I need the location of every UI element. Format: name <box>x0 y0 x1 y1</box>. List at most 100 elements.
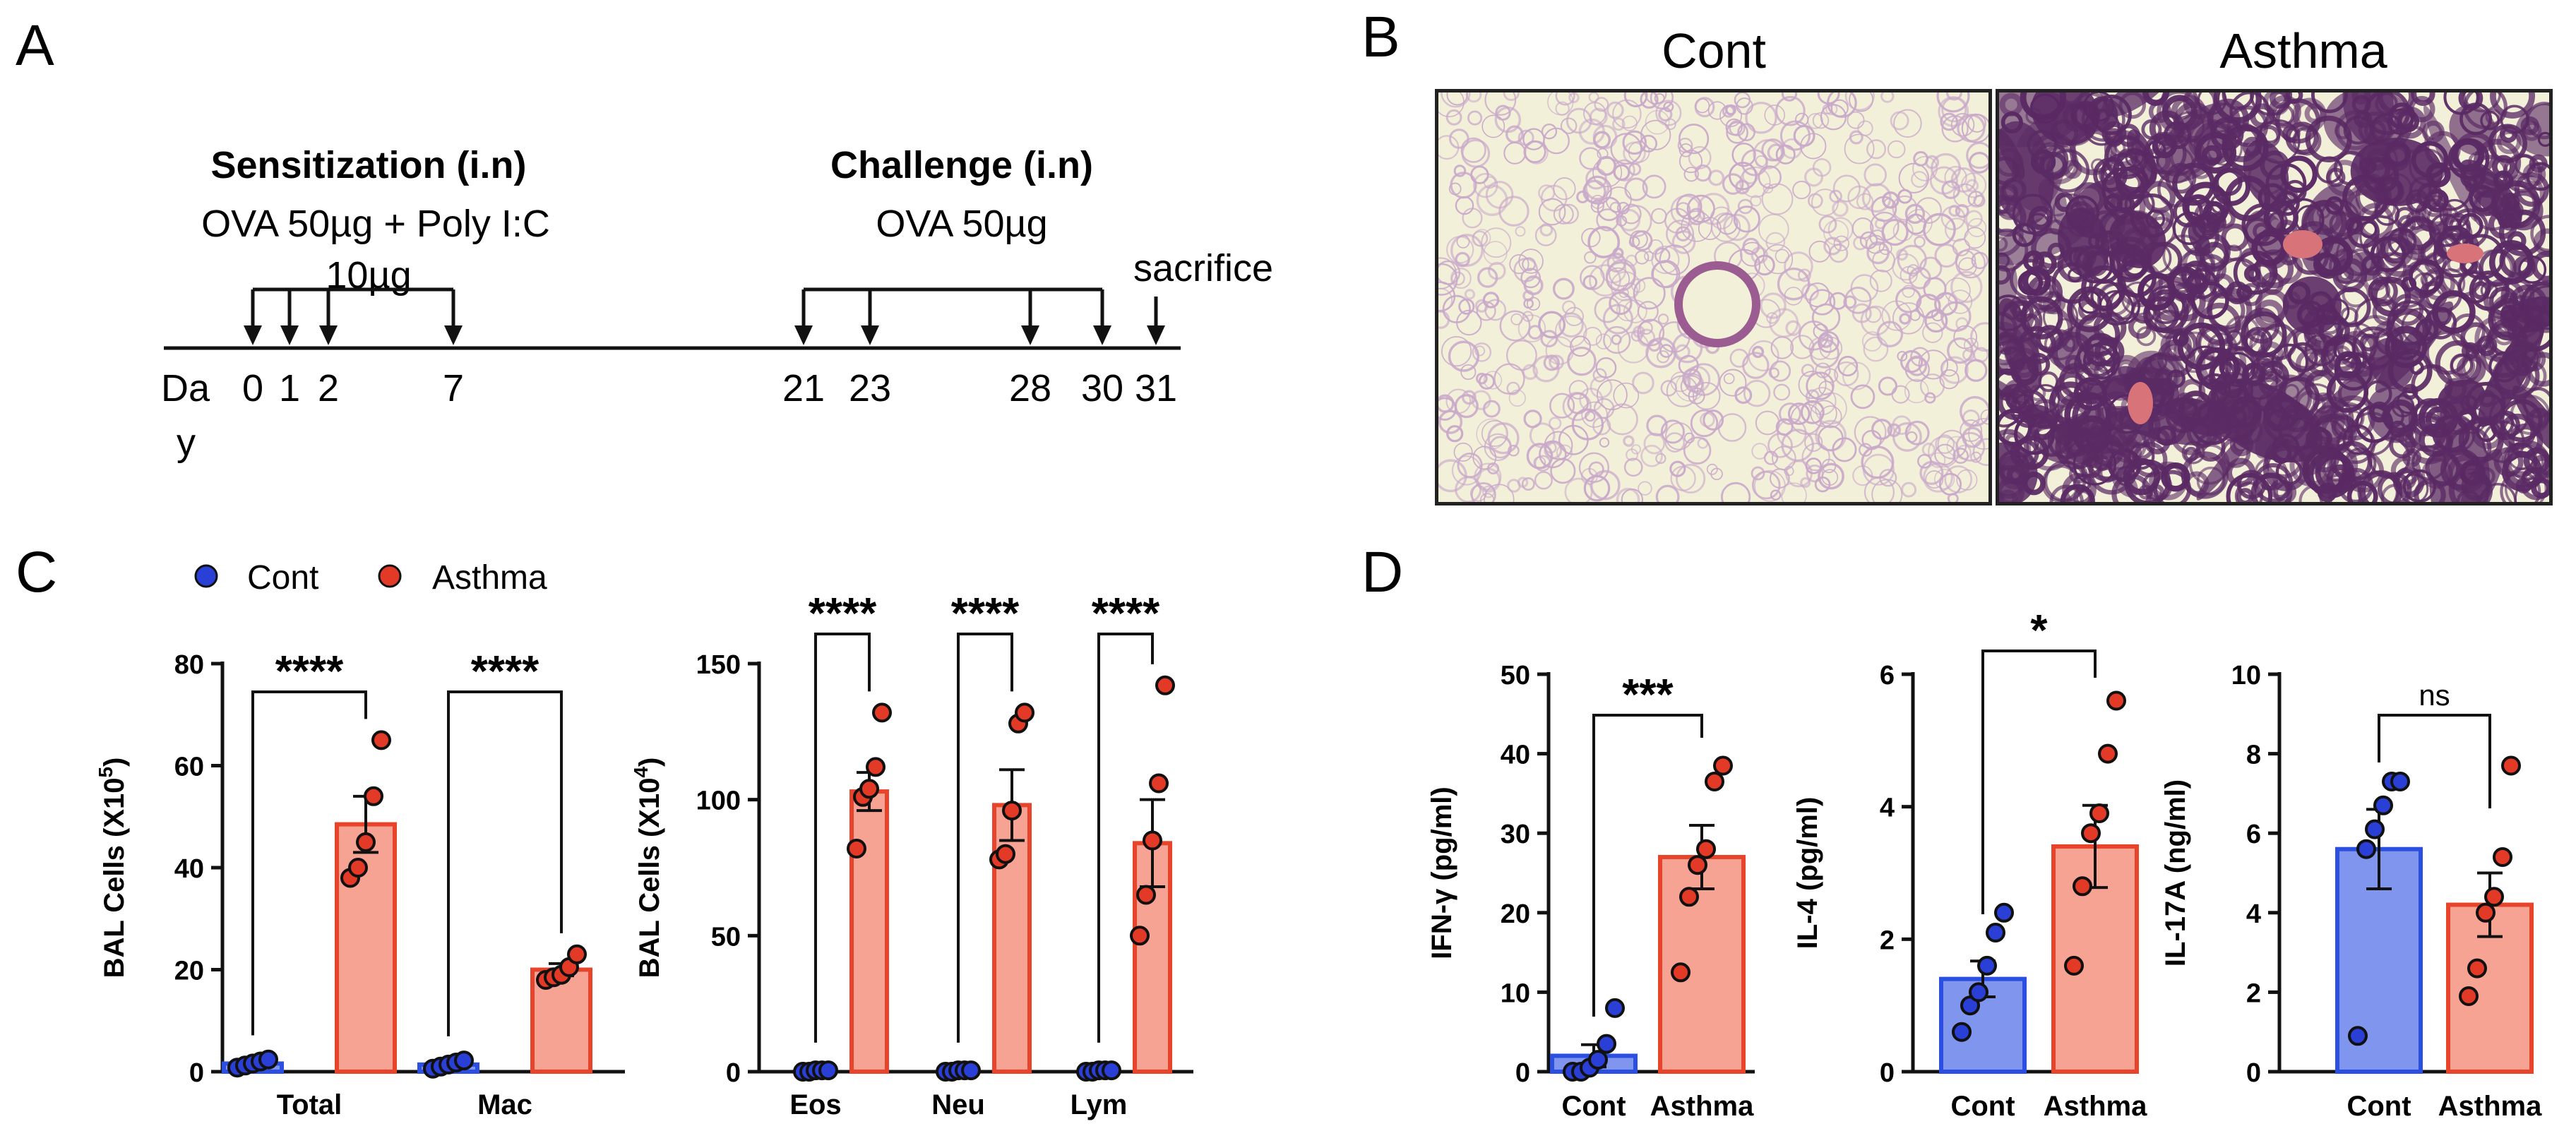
y-tick-label: 50 <box>1501 661 1530 690</box>
tissue-septa <box>1650 92 1674 109</box>
tissue-septa <box>1578 452 1609 483</box>
tissue-septa <box>1940 356 1969 384</box>
significance-label: **** <box>1092 590 1160 638</box>
tissue-septa <box>1654 247 1671 264</box>
tissue-septa <box>1953 325 1978 349</box>
tissue-septa <box>1498 196 1530 227</box>
y-axis-label: IL-4 (pg/ml) <box>1792 797 1823 950</box>
airway <box>1674 261 1760 347</box>
tissue-septa <box>1952 238 1971 256</box>
tissue-septa <box>1825 103 1838 116</box>
tissue-septa <box>1922 322 1943 343</box>
dot-asthma <box>1696 839 1716 859</box>
inflamed-tissue <box>2438 379 2486 416</box>
tissue-septa <box>2038 291 2062 314</box>
tissue-septa <box>1706 463 1718 475</box>
day-tick-28: 28 <box>1009 367 1051 409</box>
tissue-septa <box>1539 440 1567 469</box>
tissue-septa <box>1476 184 1508 217</box>
dot-asthma <box>1679 887 1699 907</box>
tissue-septa <box>1508 444 1520 457</box>
tissue-septa <box>1952 448 1969 464</box>
chart-il4: 0 2 4 6 IL-4 (pg/ml) Cont Asthma * <box>1792 606 2147 1122</box>
tissue-septa <box>1729 119 1746 137</box>
tissue-septa <box>1630 330 1643 342</box>
y-tick-label: 150 <box>696 650 741 680</box>
dot-asthma <box>2459 986 2479 1006</box>
inflamed-tissue <box>2245 210 2290 269</box>
tissue-septa <box>1441 92 1471 108</box>
tissue-septa <box>1527 297 1541 311</box>
tissue-septa <box>1655 100 1682 126</box>
chart-bal-eos-neu-lym: 0 50 100 150 BAL Cells (X104) Eos **** Neu **** L… <box>630 590 1193 1120</box>
tissue-septa <box>1582 326 1602 346</box>
tissue-septa <box>1441 335 1472 367</box>
tissue-septa <box>1703 409 1724 431</box>
dot-cont-neu <box>961 1060 981 1081</box>
tissue-septa <box>1844 92 1875 111</box>
tissue-septa <box>1770 489 1782 501</box>
tissue-septa <box>1874 218 1886 229</box>
day-tick-1: 1 <box>279 367 300 409</box>
y-tick-label: 0 <box>189 1058 204 1088</box>
tissue-septa <box>1960 419 1983 442</box>
tissue-septa <box>1779 120 1811 151</box>
tissue-septa <box>1960 396 1988 427</box>
dot-cont <box>2390 772 2410 791</box>
tissue-septa <box>1717 413 1747 442</box>
bar-asthma-eos <box>849 789 889 1075</box>
tissue-septa <box>2530 454 2549 479</box>
tissue-septa <box>1734 386 1753 405</box>
tissue-septa <box>1616 299 1640 322</box>
dot-cont <box>1588 1050 1608 1070</box>
tissue-septa <box>1892 302 1925 335</box>
challenge-dose: OVA 50µg <box>876 203 1047 245</box>
x-tick-label-eos: Eos <box>789 1089 841 1120</box>
tissue-septa <box>1438 409 1463 434</box>
tissue-septa <box>1891 385 1910 404</box>
tissue-septa <box>1737 123 1755 142</box>
tissue-septa <box>1897 351 1908 361</box>
tissue-septa <box>1633 277 1666 310</box>
tissue-septa <box>1847 111 1865 129</box>
dot-asthma-mac <box>567 944 587 964</box>
tissue-septa <box>1944 465 1973 493</box>
tissue-septa <box>1856 193 1874 210</box>
tissue-septa <box>1453 164 1467 177</box>
inflamed-tissue <box>2502 297 2549 333</box>
tissue-septa <box>2414 198 2449 232</box>
tissue-septa <box>1680 375 1703 398</box>
tissue-septa <box>1723 213 1751 241</box>
tissue-septa <box>1871 419 1892 441</box>
dot-asthma <box>2073 876 2092 897</box>
day-tick-23: 23 <box>849 367 891 409</box>
bar-asthma-total <box>335 822 397 1075</box>
vessel-lumen <box>2128 382 2153 424</box>
tissue-septa <box>1934 244 1959 268</box>
tissue-septa <box>1541 124 1558 140</box>
tissue-septa <box>1438 310 1450 329</box>
tissue-septa <box>1690 409 1719 438</box>
tissue-septa <box>2500 471 2541 502</box>
tissue-septa <box>1549 417 1562 430</box>
tissue-septa <box>1484 176 1496 189</box>
dot-asthma <box>2476 902 2496 923</box>
tissue-septa <box>2285 121 2319 155</box>
tissue-septa <box>1800 477 1811 489</box>
panel-label-b: B <box>1361 5 1400 69</box>
vessel-lumen <box>2283 230 2322 258</box>
tissue-septa <box>1538 198 1566 226</box>
tissue-septa <box>1893 109 1922 138</box>
tissue-septa <box>1448 340 1480 372</box>
y-tick-label: 0 <box>1515 1058 1530 1088</box>
y-tick-label: 100 <box>696 786 741 816</box>
tissue-septa <box>2196 466 2226 496</box>
tissue-septa <box>1970 451 1982 463</box>
y-tick-label: 30 <box>1501 820 1530 849</box>
y-tick-label: 40 <box>174 854 204 884</box>
sensitization-arrow-day-1-head <box>280 325 299 345</box>
y-tick-label: 80 <box>174 650 204 680</box>
tissue-septa <box>1450 268 1472 289</box>
inflamed-tissue <box>1999 442 2038 502</box>
inflamed-tissue <box>2109 211 2166 268</box>
